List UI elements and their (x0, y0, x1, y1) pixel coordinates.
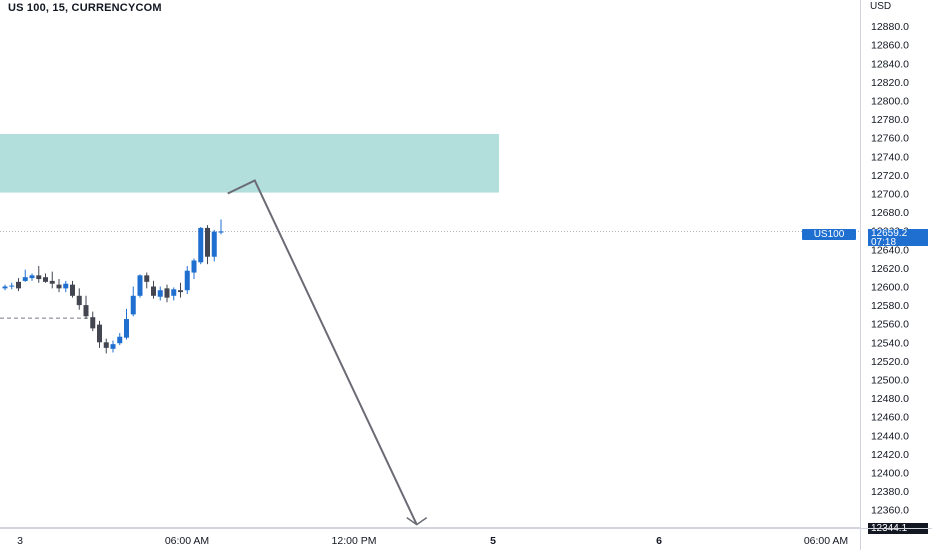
price-tick-label: 12480.0 (871, 393, 909, 405)
price-tick-label: 12740.0 (871, 151, 909, 163)
time-tick-label: 5 (490, 535, 496, 547)
time-axis[interactable]: 3 06:00 AM 12:00 PM 5 6 06:00 AM (0, 528, 860, 550)
candle-body (83, 305, 89, 317)
candle-body (22, 277, 28, 281)
candle-body (151, 286, 156, 296)
time-tick-label: 6 (656, 535, 662, 547)
candle-body (49, 280, 55, 284)
candle-body (117, 336, 123, 344)
candle-body (63, 283, 69, 289)
time-tick-label: 06:00 AM (165, 535, 209, 547)
price-tick-label: 12500.0 (871, 375, 909, 387)
candle-body (90, 317, 96, 329)
candle-body (110, 344, 116, 349)
price-tick-label: 12720.0 (871, 170, 909, 182)
candle-body (137, 275, 143, 296)
time-axis-labels: 3 06:00 AM 12:00 PM 5 6 06:00 AM (17, 535, 848, 547)
price-tick-label: 12420.0 (871, 449, 909, 461)
candle-body (130, 295, 136, 315)
price-tick-label: 12440.0 (871, 430, 909, 442)
candle-body (198, 227, 204, 263)
price-tick-label: 12860.0 (871, 40, 909, 52)
time-tick-label: 3 (17, 535, 23, 547)
price-axis[interactable]: 12360.0 12380.0 12400.0 12420.0 12440.0 12460… (860, 0, 932, 528)
price-tick-label: 12760.0 (871, 133, 909, 145)
projection-arrow-head (406, 516, 428, 526)
last-price-tag: 12659.2 07:18 (868, 228, 928, 248)
price-tick-label: 12640.0 (871, 244, 909, 256)
price-tick-label: 12800.0 (871, 96, 909, 108)
candle-body (70, 284, 75, 296)
candle-body (16, 281, 21, 289)
price-tick-label: 12380.0 (871, 486, 909, 498)
symbol-title: US 100, 15, CURRENCYCOM (8, 2, 162, 14)
price-tick-label: 12460.0 (871, 412, 909, 424)
candle-body (36, 275, 42, 280)
price-tick-label: 12680.0 (871, 207, 909, 219)
price-tick-label: 12600.0 (871, 282, 909, 294)
time-tick-label: 06:00 AM (804, 535, 848, 547)
last-price-value: 12659.2 (871, 228, 908, 239)
candle-body (211, 231, 217, 257)
symbol-price-tag: US100 (802, 229, 856, 240)
candle-body (56, 284, 62, 289)
candle-body (191, 260, 197, 273)
time-tick-label: 12:00 PM (332, 535, 377, 547)
candle-body (205, 227, 210, 257)
price-tick-label: 12580.0 (871, 300, 909, 312)
price-tick-label: 12820.0 (871, 77, 909, 89)
price-tick-label: 12620.0 (871, 263, 909, 275)
candle-body (97, 324, 102, 343)
price-tick-label: 12780.0 (871, 114, 909, 126)
price-tick-label: 12540.0 (871, 337, 909, 349)
price-tick-label: 12520.0 (871, 356, 909, 368)
candle-body (76, 295, 82, 306)
chart-pane[interactable]: US 100, 15, CURRENCYCOM US100 (0, 0, 860, 528)
price-tick-label: 12360.0 (871, 505, 909, 517)
axis-corner (860, 528, 932, 550)
candle-body (157, 290, 163, 297)
price-tick-label: 12840.0 (871, 58, 909, 70)
price-tick-label: 12880.0 (871, 21, 909, 33)
price-axis-labels: 12360.0 12380.0 12400.0 12420.0 12440.0 12460… (871, 21, 909, 517)
candle-body (2, 286, 8, 289)
candle-body (144, 275, 150, 282)
candle-body (171, 289, 177, 296)
price-tick-label: 12400.0 (871, 468, 909, 480)
candle-body (124, 319, 129, 338)
candle-body (184, 270, 190, 291)
price-chart[interactable] (0, 0, 860, 528)
candle-body (164, 288, 170, 298)
candle-body (178, 290, 183, 293)
candle-body (218, 231, 224, 233)
bar-countdown: 07:18 (871, 236, 897, 248)
price-tick-label: 12700.0 (871, 189, 909, 201)
candle-body (29, 275, 35, 279)
projection-arrow-path (227, 179, 418, 526)
candle-body (103, 342, 109, 348)
candle-body (9, 285, 15, 287)
candle-body (43, 277, 48, 282)
price-tick-label: 12560.0 (871, 319, 909, 331)
currency-label: USD (870, 1, 892, 12)
